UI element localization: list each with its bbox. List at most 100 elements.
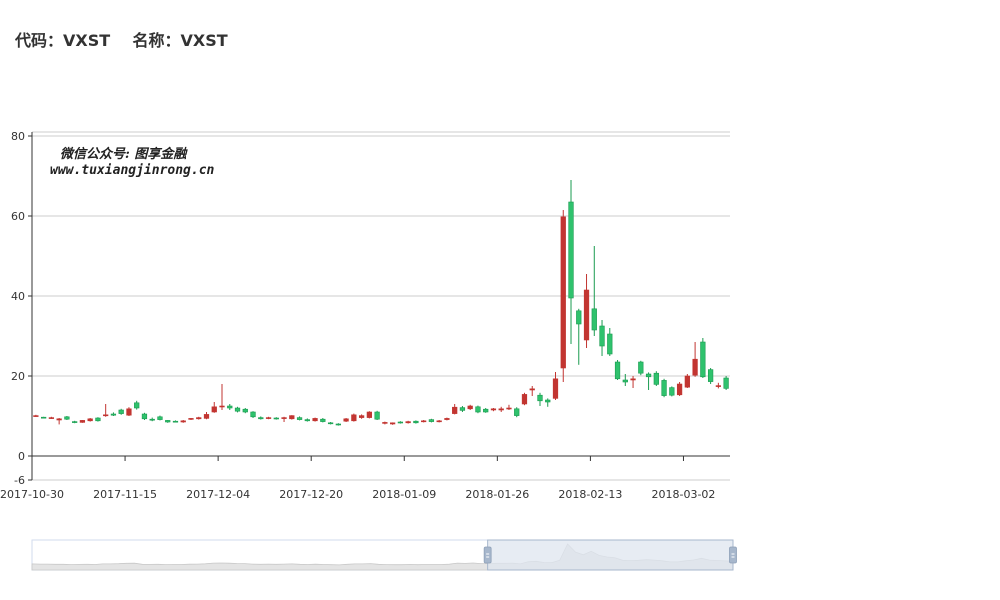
candle-body <box>583 289 590 341</box>
candle-body <box>599 325 605 347</box>
candle-body <box>413 420 419 424</box>
name-value: VXST <box>180 31 228 50</box>
candle-body <box>134 402 140 409</box>
candle-body <box>72 421 78 423</box>
zoom-handle-grip[interactable] <box>729 546 737 564</box>
candle-body <box>273 417 279 420</box>
data-zoom-slider[interactable] <box>31 539 737 571</box>
candle-body <box>638 361 644 374</box>
candle-body <box>537 394 543 402</box>
candle-body <box>630 378 636 381</box>
candle-body <box>358 415 365 418</box>
candle-body <box>211 406 217 413</box>
candle-body <box>126 408 132 416</box>
candle-body <box>41 416 47 419</box>
candle-body <box>545 399 551 403</box>
candle-body <box>498 408 504 411</box>
candle-body <box>390 422 396 425</box>
candle-body <box>64 416 70 420</box>
candle-body <box>118 409 124 414</box>
candle-body <box>227 405 233 409</box>
candle-body <box>312 418 318 422</box>
candle-body <box>95 417 101 422</box>
candle-body <box>452 406 458 414</box>
candle-body <box>444 418 450 420</box>
candle-body <box>428 419 435 422</box>
y-axis: -6 0 20 40 60 80 <box>11 130 33 487</box>
candle-body <box>514 408 520 416</box>
candle-body <box>483 408 489 413</box>
watermark-line1: 微信公众号: 图享金融 <box>60 146 188 162</box>
candle-body <box>622 379 628 383</box>
candle-body <box>203 414 210 419</box>
x-tick-label: 2017-11-15 <box>93 488 157 501</box>
candle-body <box>56 418 62 421</box>
candle-body <box>258 417 264 420</box>
candle-body <box>188 418 194 420</box>
candle-body <box>296 417 303 420</box>
candle-body <box>669 387 675 396</box>
watermark-line2: www.tuxiangjinrong.cn <box>50 163 215 178</box>
code-label: 代码： <box>15 31 64 50</box>
candle-body <box>219 405 225 408</box>
x-tick-label: 2018-01-09 <box>372 488 436 501</box>
y-tick-label: 60 <box>11 210 25 223</box>
candle-body <box>141 413 148 420</box>
candle-body <box>723 377 729 389</box>
zoom-handle-left[interactable] <box>483 546 492 564</box>
y-tick-label: 0 <box>18 450 25 463</box>
candle-body <box>281 417 287 419</box>
candle-body <box>149 418 155 421</box>
candles <box>33 180 729 426</box>
candle-body <box>645 373 652 378</box>
candle-body <box>265 417 272 419</box>
candle-body <box>467 405 473 410</box>
name-label: 名称： <box>132 31 181 50</box>
candle-body <box>366 411 372 418</box>
candle-body <box>180 420 186 423</box>
zoom-selected-range[interactable] <box>487 539 734 571</box>
y-tick-label: -6 <box>14 474 25 487</box>
candle-body <box>343 418 349 422</box>
candle-body <box>33 415 39 417</box>
candle-body <box>242 408 248 413</box>
x-axis: 2017-10-30 2017-11-15 2017-12-04 2017-12-20… <box>0 455 730 501</box>
candle-body <box>459 407 466 411</box>
candle-body <box>87 418 93 422</box>
candle-body <box>591 308 597 331</box>
candle-body <box>374 411 380 420</box>
candle-body <box>320 418 326 422</box>
candle-body <box>661 380 667 396</box>
zoom-handle-grip[interactable] <box>483 546 492 564</box>
candle-body <box>684 375 690 388</box>
candle-body <box>715 385 721 387</box>
candle-body <box>234 407 241 412</box>
candle-body <box>607 333 613 355</box>
candle-body <box>576 310 582 325</box>
y-tick-label: 40 <box>11 290 25 303</box>
candle-body <box>79 420 86 423</box>
candle-body <box>351 414 357 422</box>
candle-body <box>707 369 714 382</box>
candle-body <box>653 372 659 385</box>
x-tick-label: 2017-10-30 <box>0 488 64 501</box>
candle-body <box>304 419 310 422</box>
candle-body <box>289 415 295 420</box>
candle-body <box>48 417 55 419</box>
x-tick-label: 2017-12-20 <box>279 488 343 501</box>
grid-lines <box>32 131 730 481</box>
candle-body <box>475 406 481 413</box>
candle-body <box>700 341 706 378</box>
candle-body <box>436 420 442 423</box>
candle-body <box>529 388 535 391</box>
candle-body <box>103 414 109 417</box>
candle-body <box>250 411 256 418</box>
x-tick-label: 2018-01-26 <box>465 488 529 501</box>
candle-body <box>560 216 566 369</box>
code-value: VXST <box>63 31 111 50</box>
x-tick-label: 2017-12-04 <box>186 488 250 501</box>
candle-body <box>552 378 559 399</box>
zoom-handle-right[interactable] <box>729 546 737 564</box>
candle-body <box>490 408 497 411</box>
